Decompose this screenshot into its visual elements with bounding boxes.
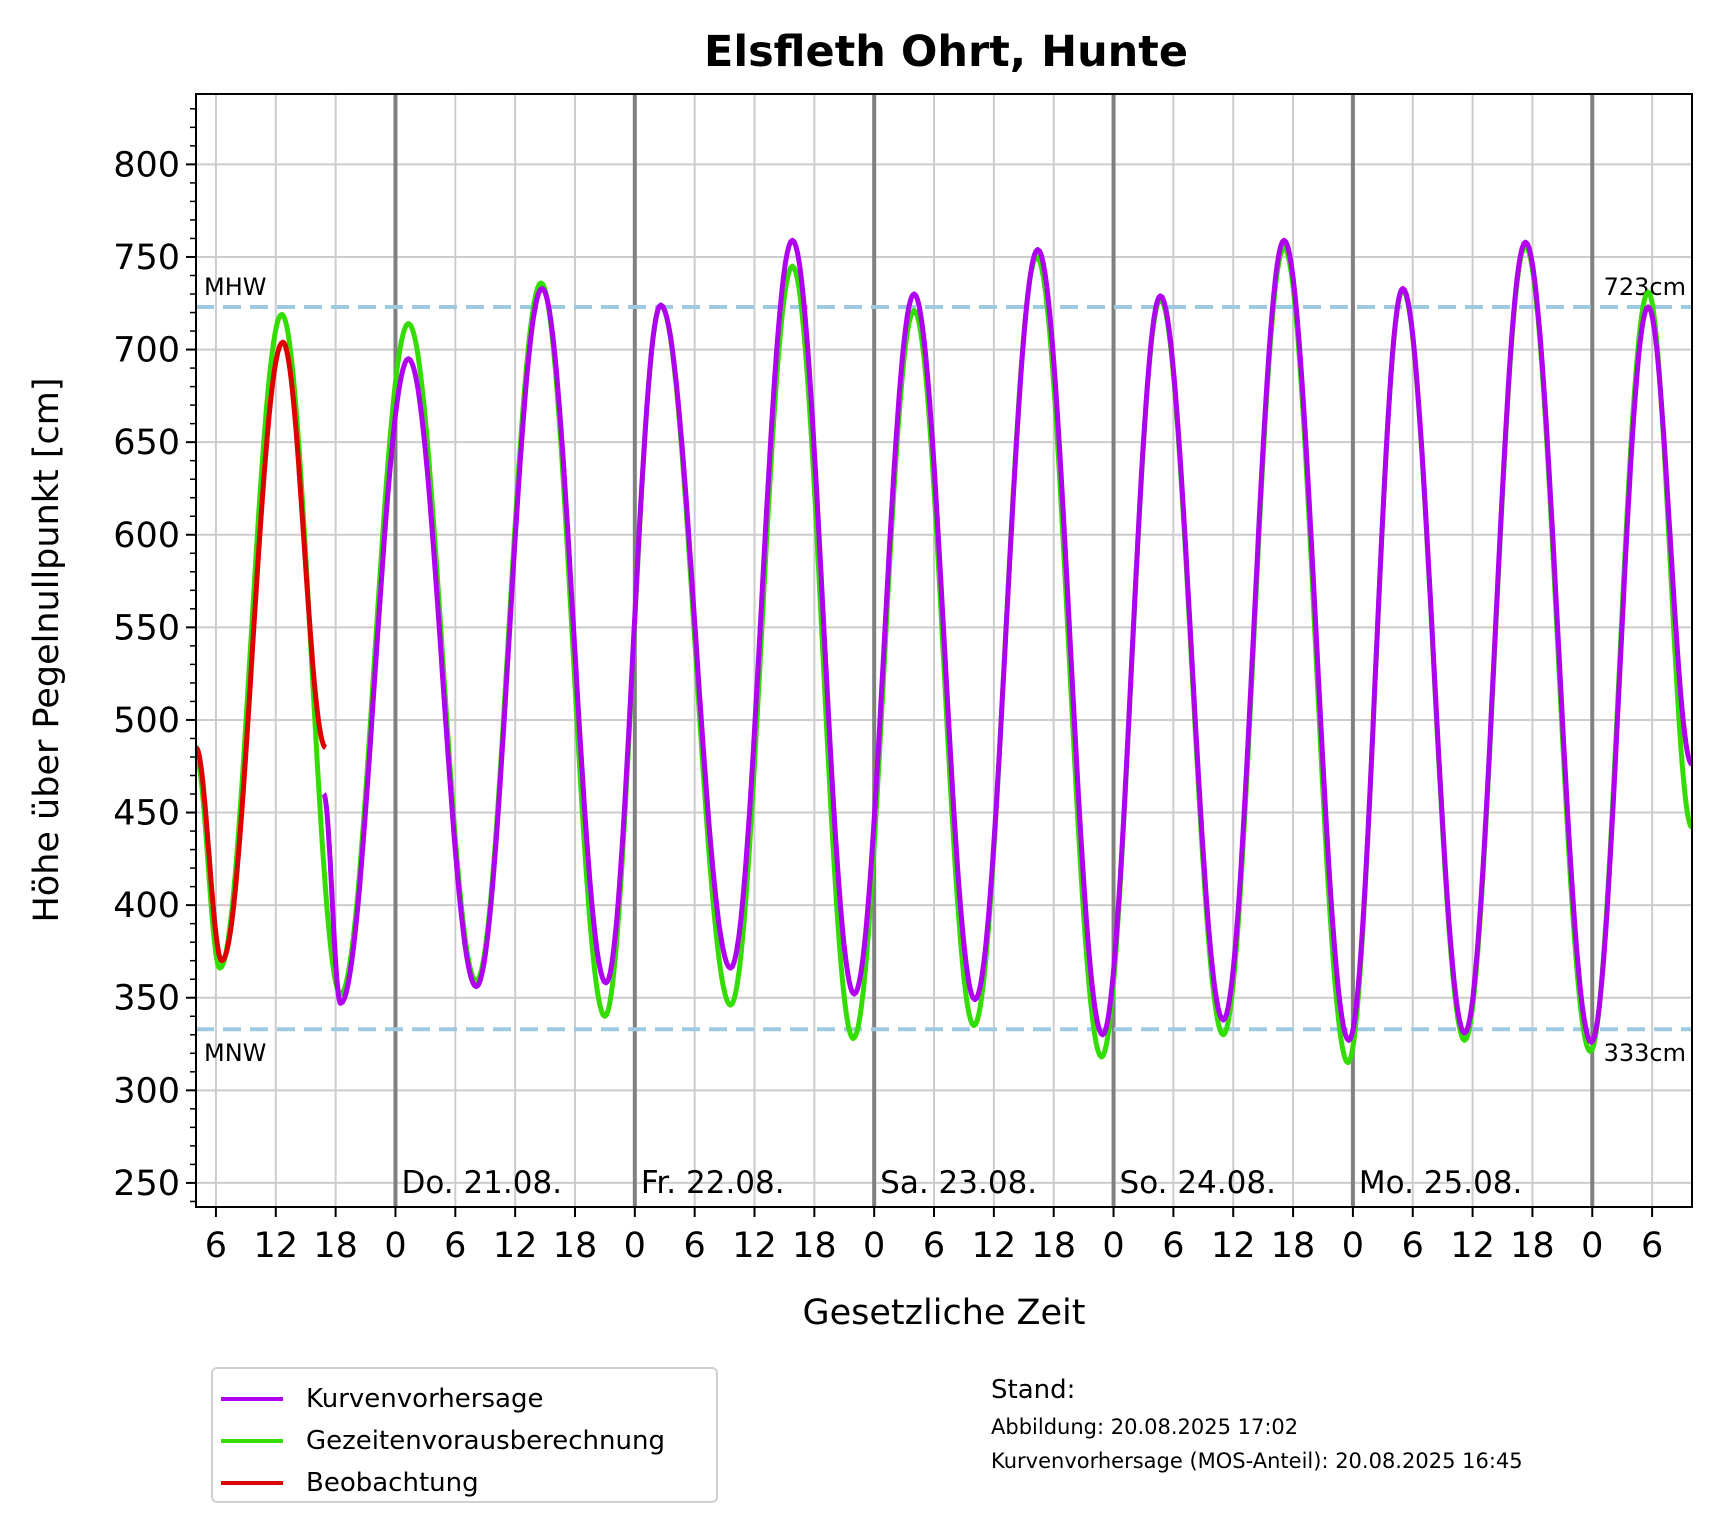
y-axis-label: Höhe über Pegelnullpunkt [cm]: [27, 377, 67, 922]
x-tick-label: 6: [205, 1226, 227, 1266]
x-tick-label: 12: [1211, 1226, 1256, 1266]
x-tick-label: 6: [1402, 1226, 1424, 1266]
stand-title: Stand:: [991, 1375, 1076, 1405]
x-tick-label: 12: [972, 1226, 1017, 1266]
tide-chart: Elsfleth Ohrt, Hunte Do. 21.08. Fr. 22.08…: [27, 27, 1694, 1333]
stand-abbildung: Abbildung: 20.08.2025 17:02: [991, 1415, 1299, 1439]
x-tick-label: 18: [553, 1226, 598, 1266]
y-tick-label: 300: [113, 1071, 180, 1111]
x-axis-label: Gesetzliche Zeit: [802, 1293, 1085, 1333]
y-tick-label: 750: [113, 238, 180, 278]
reference-label-left: MNW: [204, 1039, 266, 1067]
plot-frame: [195, 93, 1693, 1208]
x-tick-label: 6: [684, 1226, 706, 1266]
x-tick-label: 0: [1102, 1226, 1124, 1266]
reference-label-left: MHW: [204, 273, 266, 301]
chart-title: Elsfleth Ohrt, Hunte: [704, 27, 1188, 77]
x-tick-label: 12: [1450, 1226, 1495, 1266]
x-tick-label: 6: [923, 1226, 945, 1266]
legend: Kurvenvorhersage Gezeitenvorausberechnun…: [211, 1367, 718, 1503]
x-tick-label: 18: [792, 1226, 837, 1266]
series-line-kurvenvorhersage: [321, 237, 1694, 1045]
legend-swatch: [221, 1397, 283, 1401]
x-tick-label: 18: [1271, 1226, 1316, 1266]
stand-kurvenvorhersage: Kurvenvorhersage (MOS-Anteil): 20.08.202…: [991, 1449, 1523, 1473]
x-tick-label: 0: [1581, 1226, 1603, 1266]
day-label: So. 24.08.: [1120, 1165, 1276, 1201]
y-tick-label: 350: [113, 979, 180, 1019]
day-label: Mo. 25.08.: [1359, 1165, 1522, 1201]
y-tick-label: 600: [113, 516, 180, 556]
x-tick-label: 18: [313, 1226, 358, 1266]
x-tick-label: 12: [732, 1226, 777, 1266]
y-tick-label: 550: [113, 608, 180, 648]
legend-item-kurvenvorhersage: Kurvenvorhersage: [221, 1384, 543, 1414]
y-tick-label: 400: [113, 886, 180, 926]
x-tick-label: 12: [254, 1226, 299, 1266]
reference-label-right: 333cm: [1604, 1039, 1686, 1067]
y-tick-label: 450: [113, 794, 180, 834]
series-lines: [194, 237, 1694, 1066]
legend-swatch: [221, 1439, 283, 1443]
legend-label: Beobachtung: [306, 1468, 479, 1498]
x-tick-label: 6: [1641, 1226, 1663, 1266]
x-tick-label: 0: [1342, 1226, 1364, 1266]
x-tick-label: 18: [1510, 1226, 1555, 1266]
x-tick-label: 12: [493, 1226, 538, 1266]
x-tick-label: 6: [444, 1226, 466, 1266]
y-tick-label: 650: [113, 423, 180, 463]
x-tick-label: 18: [1031, 1226, 1076, 1266]
day-label: Do. 21.08.: [401, 1165, 562, 1201]
legend-item-beobachtung: Beobachtung: [221, 1468, 479, 1498]
day-label: Fr. 22.08.: [641, 1165, 785, 1201]
x-tick-label: 0: [624, 1226, 646, 1266]
y-tick-label: 500: [113, 701, 180, 741]
series-line-beobachtung: [194, 339, 327, 964]
x-tick-label: 0: [384, 1226, 406, 1266]
stand-info: Stand: Abbildung: 20.08.2025 17:02 Kurve…: [991, 1375, 1523, 1473]
legend-label: Gezeitenvorausberechnung: [306, 1426, 665, 1456]
y-tick-label: 700: [113, 331, 180, 371]
legend-item-gezeitenvorausberechnung: Gezeitenvorausberechnung: [221, 1426, 665, 1456]
x-tick-label: 6: [1162, 1226, 1184, 1266]
legend-label: Kurvenvorhersage: [306, 1384, 544, 1414]
y-tick-label: 800: [113, 145, 180, 185]
legend-swatch: [221, 1481, 283, 1485]
x-tick-label: 0: [863, 1226, 885, 1266]
y-tick-label: 250: [113, 1164, 180, 1204]
day-label: Sa. 23.08.: [880, 1165, 1037, 1201]
